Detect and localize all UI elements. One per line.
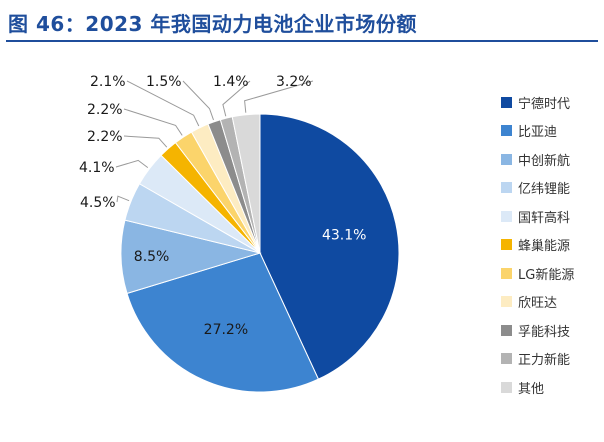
legend-item: 宁德时代 <box>501 88 601 117</box>
leader-line <box>123 108 183 136</box>
leader-line <box>222 80 251 117</box>
legend-label: 宁德时代 <box>518 96 571 112</box>
legend-label: 欣旺达 <box>518 296 558 312</box>
legend-item: 欣旺达 <box>501 288 601 317</box>
legend-swatch <box>501 210 512 222</box>
pie-slice <box>259 113 400 380</box>
figure-title: 图 46：2023 年我国动力电池企业市场份额 <box>8 12 417 36</box>
data-label: 43.1% <box>322 228 366 244</box>
legend-swatch <box>501 296 512 308</box>
legend-item: 蜂巢能源 <box>501 231 601 260</box>
legend-item: 其他 <box>501 373 601 402</box>
legend-swatch <box>501 125 512 137</box>
legend-item: LG新能源 <box>501 259 601 288</box>
leader-line <box>115 159 149 169</box>
data-label: 3.2% <box>276 74 312 90</box>
leader-line <box>126 80 200 127</box>
leader-line <box>182 80 214 121</box>
legend-label: 其他 <box>518 381 545 397</box>
leader-line <box>244 80 314 113</box>
data-label: 2.1% <box>90 74 126 90</box>
legend-item: 中创新航 <box>501 145 601 174</box>
leader-line <box>116 195 130 203</box>
data-label: 2.2% <box>87 129 123 145</box>
data-label: 1.4% <box>213 74 249 90</box>
title-bar: 图 46：2023 年我国动力电池企业市场份额 <box>0 0 604 42</box>
legend-label: 比亚迪 <box>518 125 558 141</box>
legend-swatch <box>501 239 512 251</box>
legend-item: 孚能科技 <box>501 316 601 345</box>
leader-line <box>123 135 168 148</box>
pie-slice <box>231 113 261 254</box>
legend-swatch <box>501 353 512 365</box>
legend-item: 比亚迪 <box>501 117 601 146</box>
pie-slice <box>126 252 320 393</box>
legend-label: 国轩高科 <box>518 210 571 226</box>
legend-swatch <box>501 153 512 165</box>
data-label: 8.5% <box>134 249 170 265</box>
legend-label: 中创新航 <box>518 153 571 169</box>
legend-label: 蜂巢能源 <box>518 239 571 255</box>
legend-swatch <box>501 96 512 108</box>
legend-item: 正力新能 <box>501 345 601 374</box>
data-label: 4.1% <box>79 160 115 176</box>
legend-swatch <box>501 267 512 279</box>
legend-swatch <box>501 182 512 194</box>
legend-swatch <box>501 381 512 393</box>
legend-label: 正力新能 <box>518 353 571 369</box>
data-label: 2.2% <box>87 102 123 118</box>
legend-label: LG新能源 <box>518 267 575 283</box>
legend-label: 亿纬锂能 <box>518 182 571 198</box>
data-label: 27.2% <box>204 322 248 338</box>
legend-swatch <box>501 324 512 336</box>
title-underline <box>6 40 598 42</box>
chart-legend: 宁德时代比亚迪中创新航亿纬锂能国轩高科蜂巢能源 LG新能源欣旺达孚能科技正力新能其… <box>501 88 601 402</box>
data-label: 1.5% <box>146 74 182 90</box>
legend-item: 亿纬锂能 <box>501 174 601 203</box>
legend-label: 孚能科技 <box>518 324 571 340</box>
data-label: 4.5% <box>80 195 116 211</box>
legend-item: 国轩高科 <box>501 202 601 231</box>
